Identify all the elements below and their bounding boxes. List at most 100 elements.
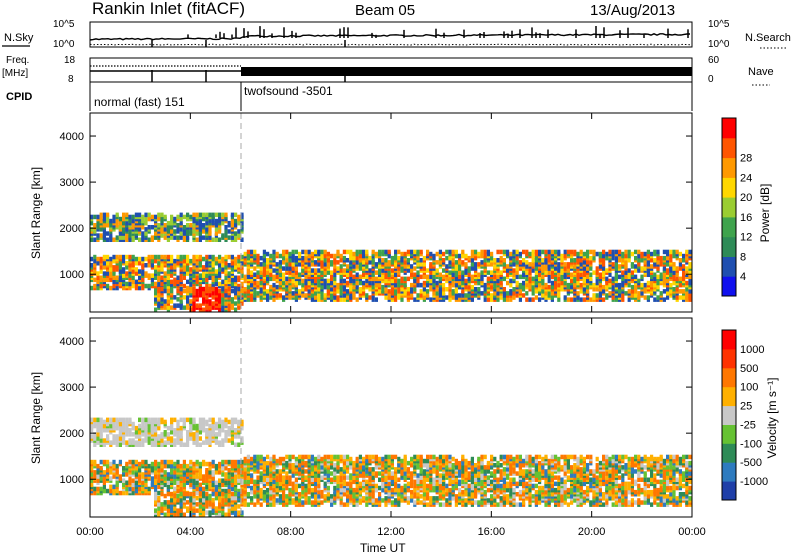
heatmap-cell <box>317 465 321 470</box>
heatmap-cell <box>682 276 686 282</box>
heatmap-cell <box>102 265 106 270</box>
heatmap-cell <box>176 227 180 232</box>
heatmap-cell <box>170 283 174 289</box>
heatmap-cell <box>278 272 282 277</box>
heatmap-cell <box>160 442 164 447</box>
heatmap-cell <box>394 297 398 302</box>
heatmap-cell <box>685 280 689 286</box>
heatmap-cell <box>224 472 228 477</box>
heatmap-cell <box>630 293 634 298</box>
heatmap-cell <box>250 282 254 288</box>
heatmap-cell <box>234 474 238 479</box>
heatmap-cell <box>339 291 343 296</box>
heatmap-cell <box>179 212 183 218</box>
colorbar-tick-label: 20 <box>740 192 752 204</box>
heatmap-cell <box>90 423 94 429</box>
heatmap-cell <box>346 264 350 269</box>
heatmap-cell <box>227 271 231 276</box>
heatmap-cell <box>394 253 398 259</box>
heatmap-cell <box>342 249 346 255</box>
heatmap-cell <box>451 289 455 294</box>
heatmap-cell <box>634 274 638 280</box>
heatmap-cell <box>99 233 103 238</box>
heatmap-cell <box>602 284 606 290</box>
heatmap-cell <box>573 249 577 255</box>
heatmap-cell <box>154 214 158 220</box>
heatmap-cell <box>323 284 327 290</box>
heatmap-cell <box>150 440 154 445</box>
heatmap-cell <box>237 254 241 260</box>
heatmap-cell <box>253 280 257 286</box>
heatmap-cell <box>387 289 391 294</box>
heatmap-cell <box>560 268 564 273</box>
heatmap-cell <box>122 273 126 278</box>
heatmap-cell <box>90 227 94 232</box>
heatmap-cell <box>666 295 670 300</box>
heatmap-cell <box>141 218 145 224</box>
heatmap-cell <box>243 467 247 472</box>
heatmap-cell <box>557 249 561 255</box>
heatmap-cell <box>310 492 314 497</box>
heatmap-cell <box>99 212 103 218</box>
heatmap-cell <box>429 262 433 267</box>
heatmap-cell <box>240 212 244 218</box>
heatmap-cell <box>163 305 167 310</box>
heatmap-cell <box>192 425 196 431</box>
heatmap-cell <box>269 253 273 259</box>
heatmap-cell <box>512 258 516 263</box>
heatmap-cell <box>224 512 228 517</box>
heatmap-cell <box>134 459 138 465</box>
heatmap-cell <box>336 460 340 466</box>
heatmap-cell <box>192 218 196 224</box>
heatmap-cell <box>413 272 417 277</box>
heatmap-cell <box>221 305 225 310</box>
heatmap-cell <box>394 249 398 255</box>
heatmap-cell <box>154 491 158 497</box>
heatmap-cell <box>323 469 327 474</box>
heatmap-cell <box>234 261 238 266</box>
heatmap-cell <box>115 468 119 473</box>
heatmap-cell <box>627 282 631 288</box>
heatmap-cell <box>227 438 231 443</box>
heatmap-cell <box>208 466 212 471</box>
heatmap-cell <box>224 261 228 266</box>
heatmap-cell <box>154 254 158 260</box>
heatmap-cell <box>227 484 231 490</box>
heatmap-cell <box>230 223 234 228</box>
heatmap-cell <box>134 212 138 218</box>
heatmap-cell <box>176 419 180 425</box>
heatmap-cell <box>272 483 276 489</box>
heatmap-cell <box>323 258 327 263</box>
heatmap-cell <box>522 293 526 298</box>
heatmap-cell <box>237 442 241 447</box>
heatmap-cell <box>106 434 110 439</box>
heatmap-cell <box>493 274 497 280</box>
heatmap-cell <box>173 277 177 283</box>
heatmap-cell <box>563 295 567 300</box>
heatmap-cell <box>227 493 231 499</box>
heatmap-cell <box>288 469 292 474</box>
heatmap-cell <box>336 479 340 485</box>
heatmap-cell <box>282 276 286 282</box>
heatmap-cell <box>538 249 542 255</box>
heatmap-cell <box>176 508 180 513</box>
heatmap-cell <box>656 249 660 255</box>
heatmap-cell <box>214 227 218 232</box>
heatmap-cell <box>330 270 334 275</box>
heatmap-cell <box>166 484 170 490</box>
heatmap-cell <box>134 425 138 431</box>
heatmap-cell <box>675 287 679 292</box>
power-colorbar-label: Power [dB] <box>758 184 772 243</box>
heatmap-cell <box>166 275 170 280</box>
heatmap-cell <box>106 212 110 218</box>
heatmap-cell <box>266 251 270 257</box>
heatmap-cell <box>304 274 308 280</box>
heatmap-cell <box>102 271 106 276</box>
colorbar-tick-label: 4 <box>740 271 746 283</box>
heatmap-cell <box>432 270 436 275</box>
heatmap-cell <box>118 474 122 479</box>
heatmap-cell <box>237 275 241 280</box>
heatmap-cell <box>608 278 612 284</box>
heatmap-cell <box>336 469 340 474</box>
heatmap-cell <box>509 278 513 284</box>
